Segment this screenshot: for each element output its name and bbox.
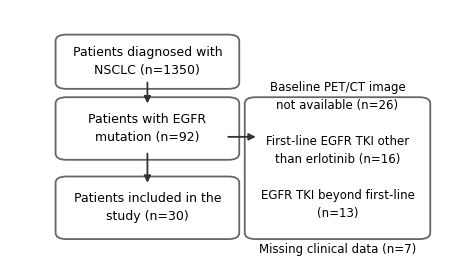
FancyBboxPatch shape xyxy=(55,35,239,89)
Text: Patients diagnosed with
NSCLC (n=1350): Patients diagnosed with NSCLC (n=1350) xyxy=(73,46,222,77)
FancyBboxPatch shape xyxy=(245,97,430,239)
Text: Baseline PET/CT image
not available (n=26)

First-line EGFR TKI other
than erlot: Baseline PET/CT image not available (n=2… xyxy=(259,81,416,256)
FancyBboxPatch shape xyxy=(55,97,239,160)
FancyBboxPatch shape xyxy=(55,176,239,239)
Text: Patients included in the
study (n=30): Patients included in the study (n=30) xyxy=(73,192,221,223)
Text: Patients with EGFR
mutation (n=92): Patients with EGFR mutation (n=92) xyxy=(88,113,207,144)
